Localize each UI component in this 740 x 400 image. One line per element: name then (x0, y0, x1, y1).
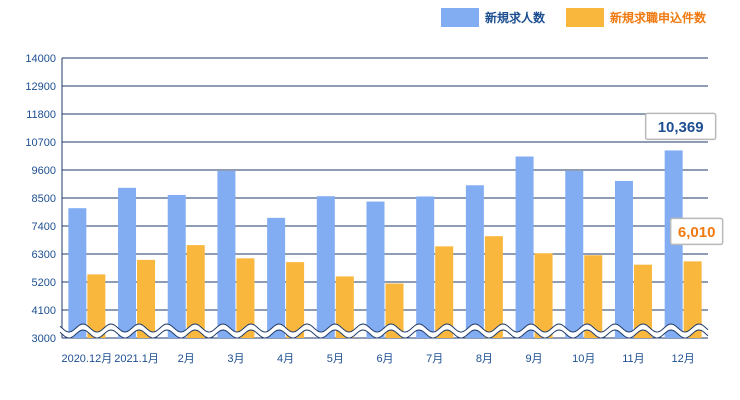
axis-break-band (60, 324, 709, 338)
bar-new-applications (435, 246, 454, 338)
bar-new-job-offers (267, 217, 286, 338)
legend-swatch-new-applications (566, 8, 604, 27)
y-tick-label: 4100 (32, 305, 56, 317)
bar-new-job-offers (217, 171, 236, 338)
y-tick-label: 6300 (32, 249, 56, 261)
bar-new-job-offers (366, 201, 385, 338)
callout-box (644, 112, 717, 141)
callout-label: 6,010 (678, 224, 716, 241)
bar-new-applications (286, 262, 305, 338)
x-tick-label: 5月 (327, 353, 344, 365)
x-tick-label: 8月 (476, 353, 493, 365)
x-tick-label: 4月 (277, 353, 294, 365)
bar-new-applications (186, 245, 205, 338)
bar-new-job-offers (316, 196, 335, 338)
y-tick-label: 3000 (32, 333, 56, 345)
bar-new-job-offers (614, 180, 633, 338)
bar-new-applications (137, 259, 156, 338)
x-tick-label: 10月 (572, 353, 595, 365)
legend: 新規求人数 新規求職申込件数 (441, 8, 707, 27)
bar-new-applications (633, 264, 652, 338)
bar-new-job-offers (515, 156, 534, 338)
bar-new-job-offers (118, 187, 137, 338)
bar-new-job-offers (416, 196, 435, 338)
x-tick-label: 12月 (672, 353, 695, 365)
bar-new-applications (484, 236, 503, 338)
callout-box (669, 217, 724, 246)
y-tick-label: 12900 (25, 81, 56, 93)
x-axis-ticks: 2020.12月 2021.1月 2月 3月 4月 5月 6月 7月 8月 9月 10月 11月 12月 (61, 353, 694, 365)
bars (68, 150, 702, 338)
x-tick-label: 11月 (622, 353, 644, 365)
x-tick-label: 2021.1月 (114, 353, 159, 365)
y-tick-label: 14000 (25, 53, 56, 65)
bar-new-job-offers (565, 171, 584, 338)
x-tick-label: 7月 (426, 353, 443, 365)
legend-swatch-new-job-offers (441, 8, 479, 27)
callout-label: 10,369 (658, 119, 704, 136)
legend-label-new-job-offers: 新規求人数 (485, 10, 546, 25)
bar-new-applications (87, 274, 106, 338)
y-tick-label: 7400 (32, 221, 56, 233)
grid-lines (61, 57, 708, 339)
x-tick-label: 2020.12月 (61, 353, 112, 365)
x-tick-label: 6月 (376, 353, 393, 365)
y-tick-label: 9600 (32, 165, 56, 177)
bar-new-applications (236, 258, 255, 338)
bar-new-applications (534, 253, 553, 338)
legend-label-new-applications: 新規求職申込件数 (610, 10, 707, 25)
bar-new-applications (335, 276, 354, 338)
axis-break-edge-top (59, 323, 709, 333)
bar-new-job-offers (167, 194, 186, 338)
bar-new-applications (683, 261, 702, 338)
axis-break (59, 323, 709, 339)
y-axis-ticks: 3000 4100 5200 6300 7400 8500 9600 10700 11800 12… (25, 53, 56, 345)
bar-new-job-offers (465, 185, 484, 338)
bar-new-applications (584, 255, 603, 338)
y-tick-label: 5200 (32, 277, 56, 289)
bar-new-job-offers (68, 208, 87, 338)
y-tick-label: 11800 (26, 109, 56, 121)
callouts: 10,369 6,010 (644, 112, 724, 246)
axis-break-edge-bottom (59, 329, 709, 339)
x-tick-label: 3月 (227, 353, 244, 365)
x-tick-label: 9月 (526, 353, 543, 365)
y-tick-label: 10700 (25, 137, 56, 149)
x-tick-label: 2月 (178, 353, 195, 365)
y-tick-label: 8500 (32, 193, 56, 205)
